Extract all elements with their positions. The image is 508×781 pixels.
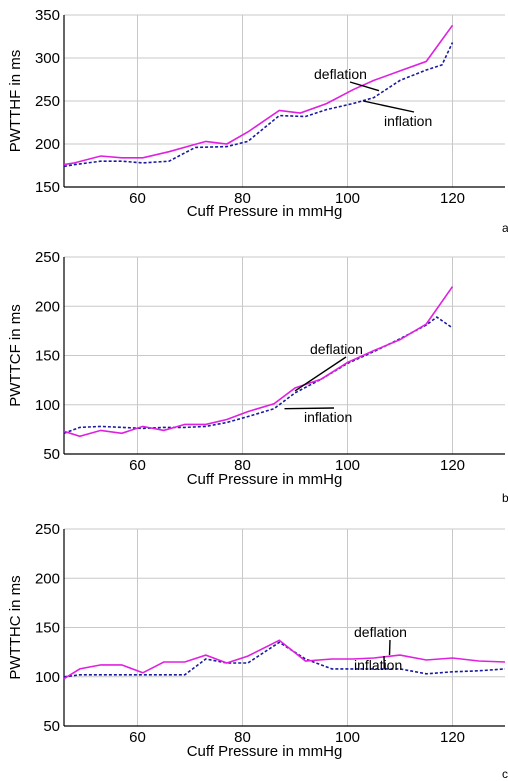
panel-c-y-tick-label-0: 50 [43, 718, 60, 735]
panel-b-x-tick-label-3: 120 [440, 457, 465, 474]
panel-c-annotation-leader-deflation [388, 639, 391, 656]
panel-a-letter: a [502, 221, 508, 235]
panel-a-y-tick-label-4: 350 [35, 7, 60, 24]
chart-panel-c: 60 80 100 120 50 100 150 200 250 Cuff Pressure in… [7, 521, 508, 781]
panel-b-annotation-leader-deflation [294, 356, 347, 392]
panel-c-series-inflation [63, 641, 506, 678]
panel-b-x-axis-label: Cuff Pressure in mmHg [187, 471, 343, 488]
panel-b-y-tick-label-0: 50 [43, 446, 60, 463]
panel-c-letter: c [502, 767, 508, 781]
panel-c-y-tick-label-4: 250 [35, 521, 60, 538]
panel-c-x-tick-label-0: 60 [129, 729, 146, 746]
panel-a-x-tick-label-0: 60 [129, 190, 146, 207]
panel-b-x-tick-label-2: 100 [335, 457, 360, 474]
panel-a-y-tick-label-2: 250 [35, 93, 60, 110]
panel-c-y-tick-label-2: 150 [35, 620, 60, 637]
panel-a-y-tick-label-3: 300 [35, 50, 60, 67]
panel-a-y-tick-label-1: 200 [35, 136, 60, 153]
panel-b-series-inflation [63, 316, 453, 435]
panel-c-x-tick-label-2: 100 [335, 729, 360, 746]
panel-c-y-tick-label-1: 100 [35, 669, 60, 686]
panel-c-x-axis-label: Cuff Pressure in mmHg [187, 743, 343, 760]
panel-a-y-tick-label-0: 150 [35, 179, 60, 196]
panel-b-y-tick-label-4: 250 [35, 249, 60, 266]
panel-a-series-inflation [63, 42, 454, 168]
panel-a-series-deflation [63, 24, 454, 166]
panel-b-series-deflation [63, 286, 454, 438]
panel-c-series-deflation [63, 639, 506, 680]
panel-b-x-tick-label-1: 80 [234, 457, 251, 474]
panel-c-y-axis-label: PWTTHC in ms [7, 575, 24, 679]
panel-b-y-axis-label: PWTTCF in ms [7, 304, 24, 407]
panel-a-x-tick-label-2: 100 [335, 190, 360, 207]
panel-c-y-tick-label-3: 200 [35, 570, 60, 587]
panel-b-y-tick-label-3: 200 [35, 298, 60, 315]
panel-b-y-tick-label-1: 100 [35, 397, 60, 414]
panel-b-annotation-leader-inflation [284, 407, 335, 410]
panel-b-annotation-inflation: inflation [304, 409, 352, 425]
panel-a-annotation-deflation: deflation [314, 66, 367, 82]
panel-c-annotation-deflation: deflation [354, 624, 407, 640]
panel-b-letter: b [502, 491, 508, 505]
chart-panel-a: 60 80 100 120 150 200 250 300 350 Cuff Pressure i… [7, 7, 508, 235]
panel-a-x-axis-label: Cuff Pressure in mmHg [187, 203, 343, 220]
panel-a-annotation-leader-inflation [363, 100, 415, 113]
panel-b-x-tick-label-0: 60 [129, 457, 146, 474]
panel-a-y-axis-label: PWTTHF in ms [7, 50, 24, 153]
panel-c-x-tick-label-1: 80 [234, 729, 251, 746]
panel-c-annotation-inflation: inflation [354, 657, 402, 673]
panel-a-annotation-leader-deflation [349, 81, 380, 92]
panel-b-annotation-deflation: deflation [310, 341, 363, 357]
panel-b-y-tick-label-2: 150 [35, 348, 60, 365]
panel-a-x-tick-label-3: 120 [440, 190, 465, 207]
panel-c-x-tick-label-3: 120 [440, 729, 465, 746]
panel-a-annotation-inflation: inflation [384, 113, 432, 129]
chart-panel-b: 60 80 100 120 50 100 150 200 250 Cuff Pressure in… [7, 249, 508, 505]
panel-a-x-tick-label-1: 80 [234, 190, 251, 207]
